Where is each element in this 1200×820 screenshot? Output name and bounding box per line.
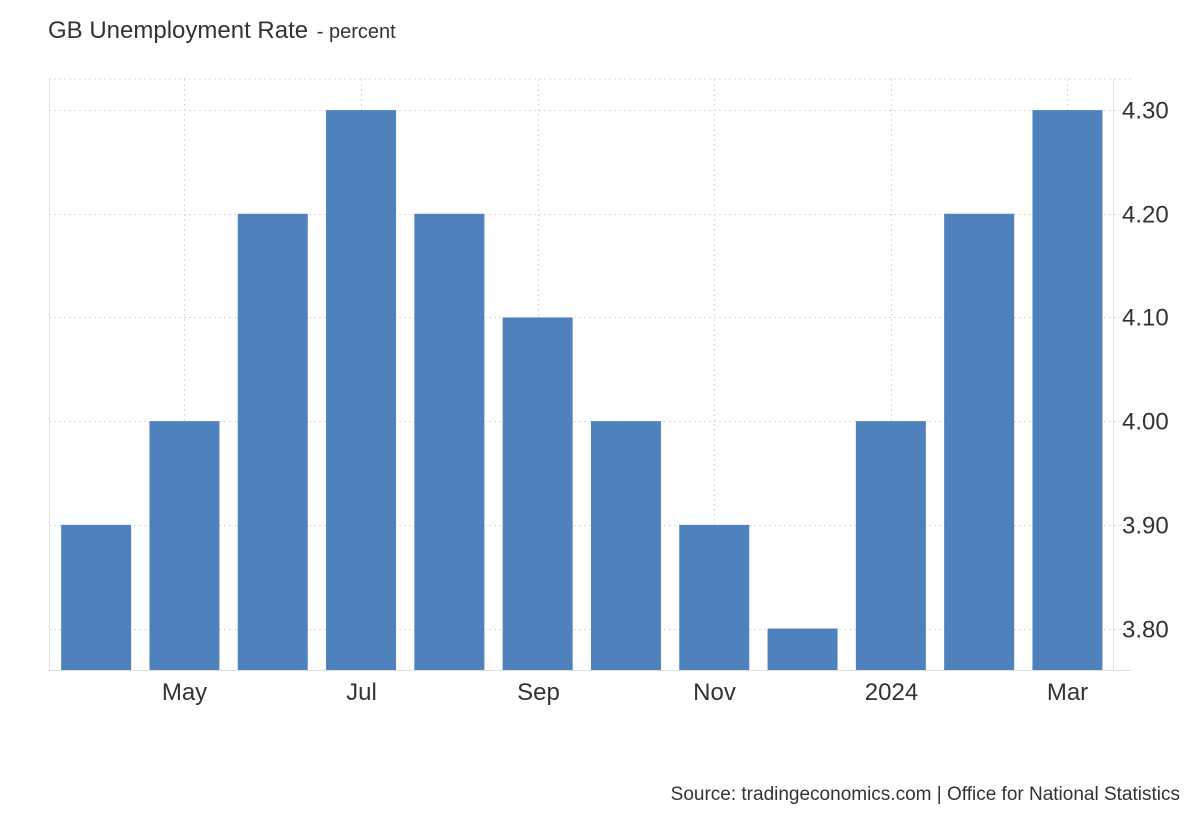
chart-subtitle: - percent [316,21,396,43]
x-tick-label: May [162,679,207,706]
bars [61,110,1103,670]
y-tick-label: 3.80 [1122,617,1169,644]
bar [61,524,132,670]
y-tick-label: 4.30 [1122,98,1169,125]
bar [679,524,750,670]
y-tick-label: 4.00 [1122,409,1169,436]
y-tick-label: 4.20 [1122,202,1169,229]
x-tick-label: 2024 [865,679,918,706]
chart-title: GB Unemployment Rate - percent [48,17,396,45]
bar [237,213,308,670]
bar [326,110,397,670]
x-tick-label: Sep [517,679,560,706]
bar [414,213,485,670]
source-note: Source: tradingeconomics.com | Office fo… [670,784,1180,805]
axes [49,79,1131,671]
bar [944,213,1015,670]
x-tick-label: Nov [693,679,736,706]
bar [855,421,926,670]
bar [767,628,838,670]
tick-labels: 3.80 3.90 4.00 4.10 4.20 4.30 May Jul Sep Nov 2024… [162,98,1169,707]
bar [590,421,661,670]
y-tick-label: 4.10 [1122,305,1169,332]
x-tick-label: Mar [1047,679,1088,706]
x-tick-label: Jul [346,679,377,706]
bar [502,317,573,670]
bar [149,421,220,670]
chart-title-text: GB Unemployment Rate [48,17,309,44]
y-tick-label: 3.90 [1122,513,1169,540]
bar [1032,110,1103,670]
